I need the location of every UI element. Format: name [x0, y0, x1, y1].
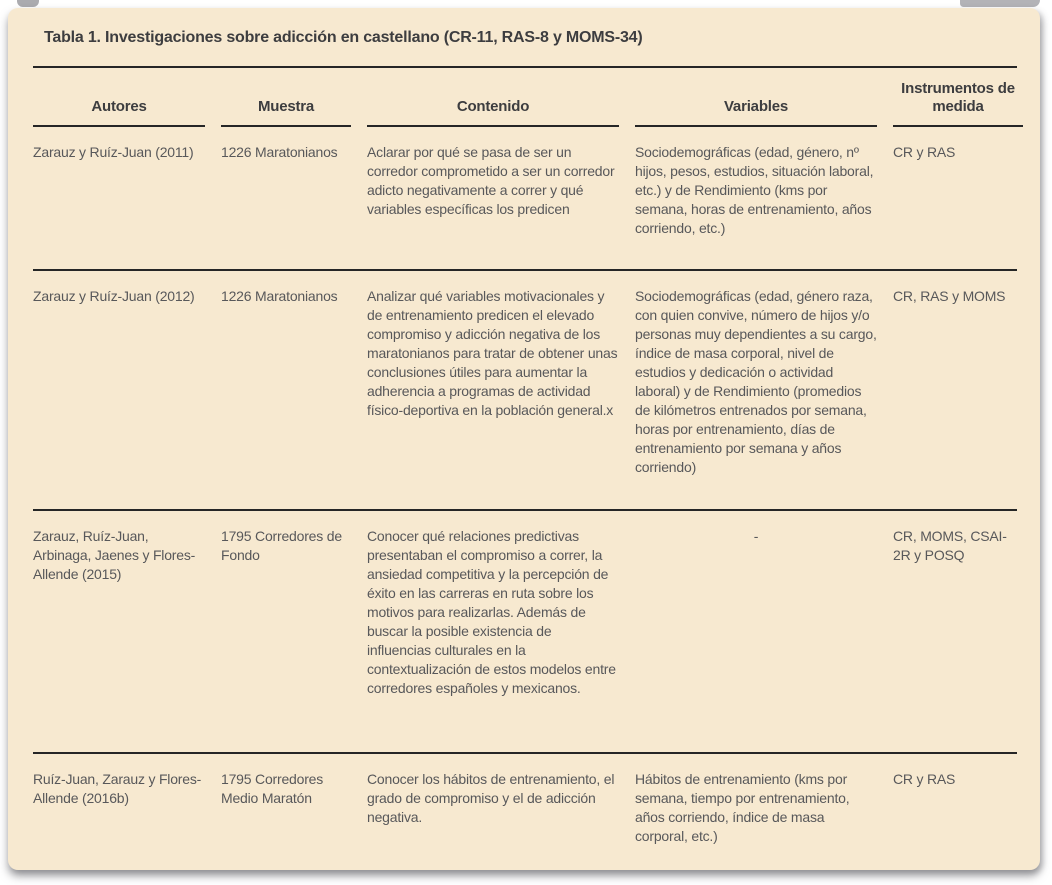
- cell-muestra: 1795 Corredores Medio Maratón: [221, 771, 324, 806]
- cell-autores: Zarauz y Ruíz-Juan (2011): [33, 144, 194, 160]
- cell-variables: Hábitos de entrenamiento (kms por semana…: [635, 771, 850, 844]
- page-artifact-top-left: [17, 0, 39, 7]
- table-row: Zarauz, Ruíz-Juan, Arbinaga, Jaenes y Fl…: [33, 509, 1017, 752]
- cell-instrumentos: CR, MOMS, CSAI-2R y POSQ: [893, 528, 1007, 563]
- table-row: Zarauz y Ruíz-Juan (2012) 1226 Maratonia…: [33, 269, 1017, 509]
- table-header-row: Autores Muestra Contenido Variables Inst…: [33, 68, 1023, 127]
- column-header-autores: Autores: [33, 68, 205, 127]
- table-title: Tabla 1. Investigaciones sobre adicción …: [44, 29, 643, 46]
- column-header-instrumentos: Instrumentos de medida: [893, 68, 1023, 127]
- cell-contenido: Conocer los hábitos de entrenamiento, el…: [367, 771, 615, 825]
- cell-contenido: Conocer qué relaciones predictivas prese…: [367, 528, 616, 696]
- cell-muestra: 1226 Maratonianos: [221, 144, 338, 160]
- cell-contenido: Aclarar por qué se pasa de ser un corred…: [367, 144, 615, 217]
- column-header-variables: Variables: [635, 68, 877, 127]
- table-panel: Tabla 1. Investigaciones sobre adicción …: [8, 8, 1040, 870]
- cell-muestra: 1795 Corredores de Fondo: [221, 528, 342, 563]
- cell-autores: Ruíz-Juan, Zarauz y Flores-Allende (2016…: [33, 771, 202, 806]
- table-row: Zarauz y Ruíz-Juan (2011) 1226 Maratonia…: [33, 127, 1017, 269]
- page-artifact-top-right: [960, 0, 1040, 7]
- column-header-muestra: Muestra: [221, 68, 351, 127]
- cell-instrumentos: CR y RAS: [893, 144, 956, 160]
- cell-variables: Sociodemográficas (edad, género raza, co…: [635, 288, 877, 475]
- cell-muestra: 1226 Maratonianos: [221, 288, 338, 304]
- table-row: Ruíz-Juan, Zarauz y Flores-Allende (2016…: [33, 752, 1017, 870]
- cell-contenido: Analizar qué variables motivacionales y …: [367, 288, 618, 418]
- column-header-contenido: Contenido: [367, 68, 619, 127]
- table-top-rule: [33, 66, 1017, 68]
- cell-instrumentos: CR, RAS y MOMS: [893, 288, 1006, 304]
- cell-autores: Zarauz y Ruíz-Juan (2012): [33, 288, 195, 304]
- cell-variables: Sociodemográficas (edad, género, nº hijo…: [635, 144, 874, 236]
- cell-variables: -: [753, 528, 759, 544]
- cell-autores: Zarauz, Ruíz-Juan, Arbinaga, Jaenes y Fl…: [33, 528, 196, 582]
- cell-instrumentos: CR y RAS: [893, 771, 956, 787]
